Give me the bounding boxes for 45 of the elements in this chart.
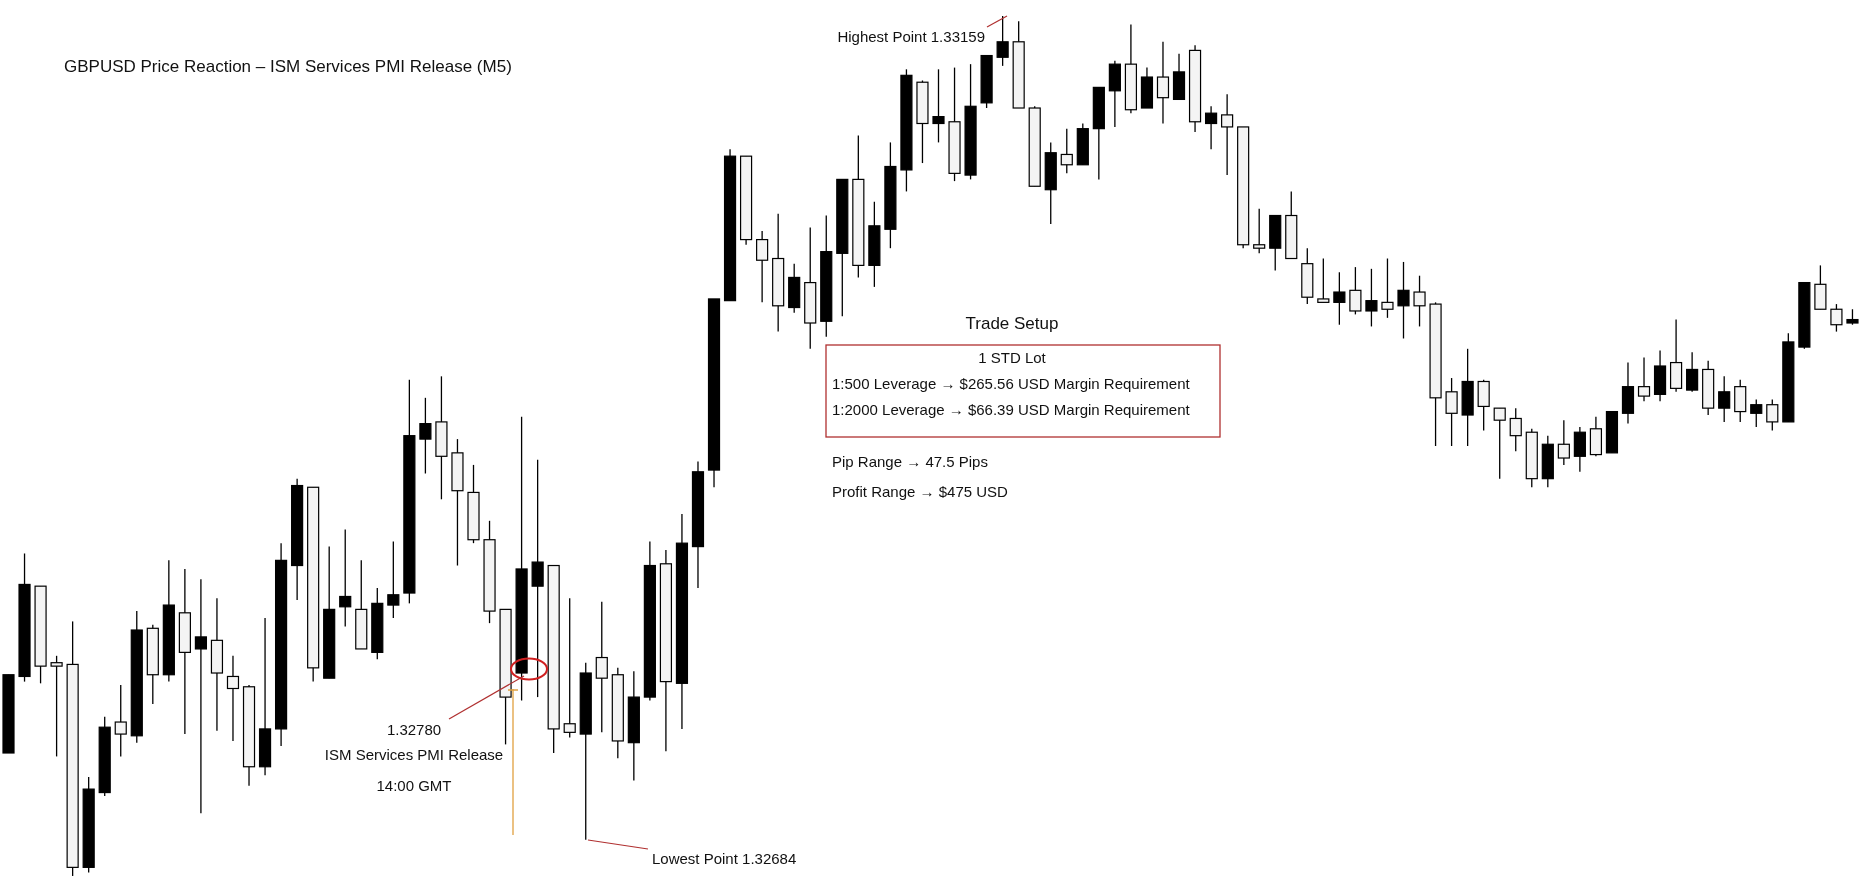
- candlestick: [996, 15, 1009, 67]
- candlestick: [1317, 257, 1330, 304]
- candlestick: [1204, 105, 1218, 150]
- candlestick: [387, 540, 400, 619]
- candlestick: [50, 655, 63, 758]
- candlestick: [1221, 93, 1234, 176]
- candlestick: [419, 397, 432, 475]
- candlestick: [1365, 268, 1378, 328]
- annotation: Trade Setup: [965, 314, 1059, 333]
- candlestick: [339, 528, 352, 628]
- annotation: 1:500 Leverage → $265.56 USD Margin Requirement: [832, 375, 1191, 392]
- candlestick: [1750, 398, 1763, 428]
- candlestick: [595, 600, 608, 733]
- annotation: Profit Range → $475 USD: [832, 483, 1009, 500]
- candlestick: [1413, 275, 1426, 328]
- annotation: Highest Point 1.33159: [837, 28, 985, 45]
- candlestick: [194, 578, 208, 814]
- candlestick: [1686, 351, 1699, 393]
- candlestick: [1830, 303, 1843, 333]
- candlestick: [1445, 377, 1458, 447]
- candlestick: [1156, 41, 1170, 125]
- candlestick: [531, 459, 544, 698]
- candlestick: [226, 655, 240, 742]
- annotation: 1.32780 ISM Services PMI Release 14:00 GMT: [324, 721, 504, 794]
- candlestick: [1557, 419, 1570, 466]
- candlestick: [1060, 128, 1073, 175]
- annotation: Lowest Point 1.32684: [652, 850, 797, 867]
- candlestick: [1333, 271, 1346, 326]
- text: GBPUSD Price Reaction – ISM Services PMI Release (M5): [64, 57, 512, 76]
- candlestick: [1349, 266, 1362, 316]
- annotation: 1 STD Lot: [978, 349, 1047, 366]
- candlestick: [1397, 261, 1410, 340]
- candlestick: [1253, 207, 1266, 254]
- candlestick: [563, 597, 576, 739]
- candlestick: [1718, 375, 1731, 423]
- candlestick: [1509, 407, 1522, 452]
- candlestick: [1381, 257, 1394, 319]
- annotation: Pip Range → 47.5 Pips: [832, 453, 988, 470]
- candlestick: [756, 230, 769, 304]
- candlestick: [1493, 407, 1506, 480]
- annotation: 1:2000 Leverage → $66.39 USD Margin Requirement: [832, 401, 1191, 418]
- candlestick: [114, 684, 127, 758]
- candlestick: [1637, 356, 1651, 402]
- candlestick: [1766, 398, 1779, 432]
- candlestick: [932, 68, 945, 144]
